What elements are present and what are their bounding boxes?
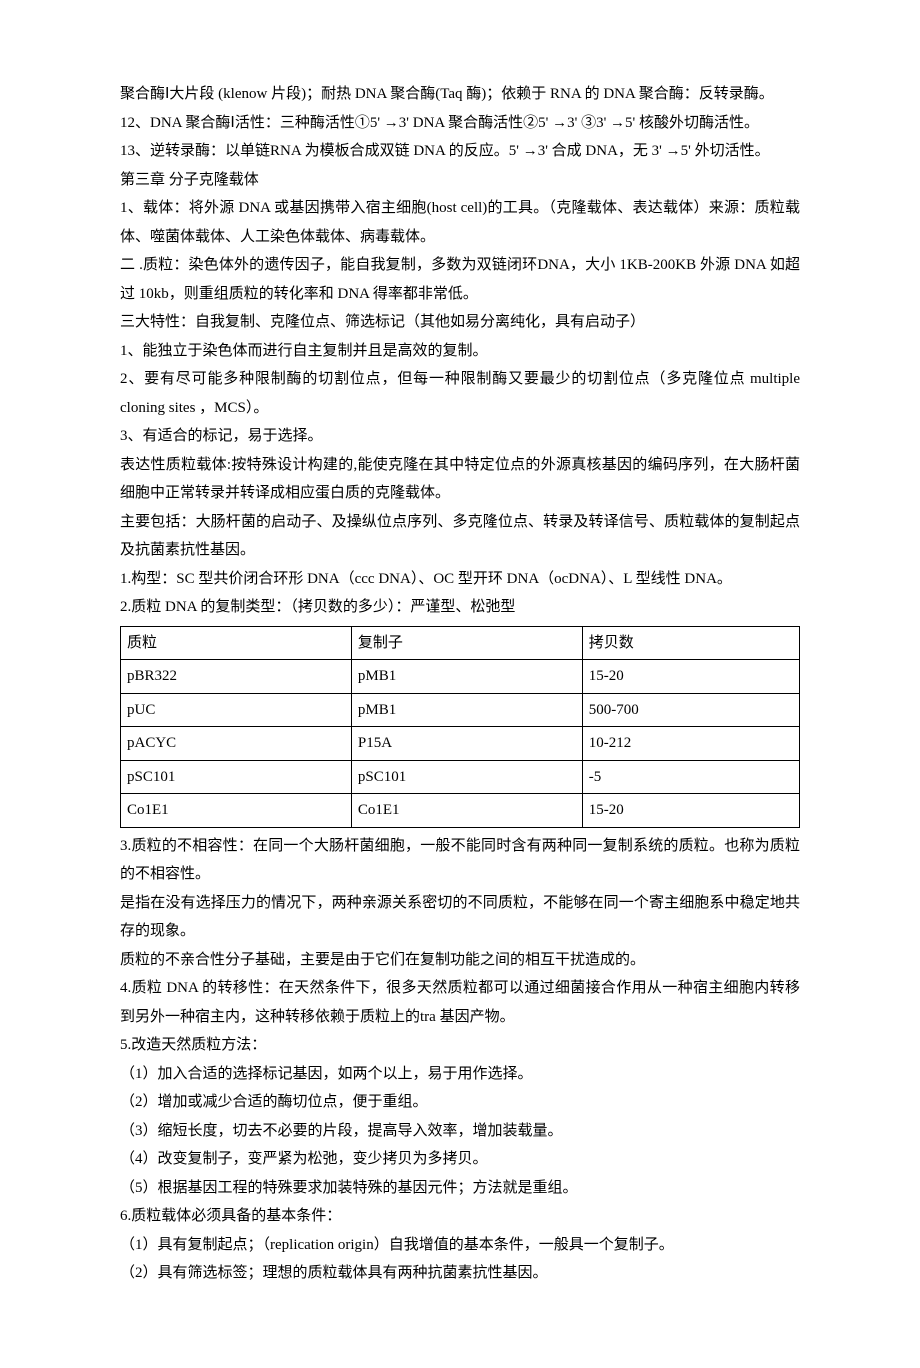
paragraph: 2.质粒 DNA 的复制类型：（拷贝数的多少）：严谨型、松弛型 — [120, 593, 800, 622]
paragraph: （1）加入合适的选择标记基因，如两个以上，易于用作选择。 — [120, 1060, 800, 1089]
paragraph: 1.构型：SC 型共价闭合环形 DNA（ccc DNA）、OC 型开环 DNA（… — [120, 565, 800, 594]
paragraph: 质粒的不亲合性分子基础，主要是由于它们在复制功能之间的相互干扰造成的。 — [120, 946, 800, 975]
paragraph: 12、DNA 聚合酶Ⅰ活性：三种酶活性①5' →3' DNA 聚合酶活性②5' … — [120, 109, 800, 138]
paragraph: 5.改造天然质粒方法： — [120, 1031, 800, 1060]
table-cell: pSC101 — [121, 760, 352, 794]
table-cell: -5 — [582, 760, 799, 794]
paragraph: 2、要有尽可能多种限制酶的切割位点，但每一种限制酶又要最少的切割位点（多克隆位点… — [120, 365, 800, 422]
paragraph: （3）缩短长度，切去不必要的片段，提高导入效率，增加装载量。 — [120, 1117, 800, 1146]
table-cell: 15-20 — [582, 794, 799, 828]
paragraph: 表达性质粒载体:按特殊设计构建的,能使克隆在其中特定位点的外源真核基因的编码序列… — [120, 451, 800, 508]
table-row: pUC pMB1 500-700 — [121, 693, 800, 727]
table-cell: pSC101 — [351, 760, 582, 794]
table-row: pACYC P15A 10-212 — [121, 727, 800, 761]
paragraph: 3.质粒的不相容性：在同一个大肠杆菌细胞，一般不能同时含有两种同一复制系统的质粒… — [120, 832, 800, 889]
paragraph: （2）具有筛选标签；理想的质粒载体具有两种抗菌素抗性基因。 — [120, 1259, 800, 1288]
plasmid-table: 质粒 复制子 拷贝数 pBR322 pMB1 15-20 pUC pMB1 50… — [120, 626, 800, 828]
table-cell: 15-20 — [582, 660, 799, 694]
table-cell: Co1E1 — [121, 794, 352, 828]
paragraph: 是指在没有选择压力的情况下，两种亲源关系密切的不同质粒，不能够在同一个寄主细胞系… — [120, 889, 800, 946]
table-header-cell: 质粒 — [121, 626, 352, 660]
table-row: pSC101 pSC101 -5 — [121, 760, 800, 794]
paragraph: 三大特性：自我复制、克隆位点、筛选标记（其他如易分离纯化，具有启动子） — [120, 308, 800, 337]
table-cell: pBR322 — [121, 660, 352, 694]
paragraph: （4）改变复制子，变严紧为松弛，变少拷贝为多拷贝。 — [120, 1145, 800, 1174]
paragraph: 二 .质粒：染色体外的遗传因子，能自我复制，多数为双链闭环DNA，大小 1KB-… — [120, 251, 800, 308]
paragraph: 聚合酶Ⅰ大片段 (klenow 片段)；耐热 DNA 聚合酶(Taq 酶)；依赖… — [120, 80, 800, 109]
table-header-cell: 复制子 — [351, 626, 582, 660]
paragraph: 4.质粒 DNA 的转移性：在天然条件下，很多天然质粒都可以通过细菌接合作用从一… — [120, 974, 800, 1031]
table-cell: pACYC — [121, 727, 352, 761]
table-cell: pMB1 — [351, 693, 582, 727]
paragraph: 3、有适合的标记，易于选择。 — [120, 422, 800, 451]
paragraph: 6.质粒载体必须具备的基本条件： — [120, 1202, 800, 1231]
paragraph: （1）具有复制起点；（replication origin）自我增值的基本条件，… — [120, 1231, 800, 1260]
paragraph: 主要包括：大肠杆菌的启动子、及操纵位点序列、多克隆位点、转录及转译信号、质粒载体… — [120, 508, 800, 565]
paragraphs-after-table: 3.质粒的不相容性：在同一个大肠杆菌细胞，一般不能同时含有两种同一复制系统的质粒… — [120, 832, 800, 1288]
paragraph: 13、逆转录酶：以单链RNA 为模板合成双链 DNA 的反应。5' →3' 合成… — [120, 137, 800, 166]
paragraph: （2）增加或减少合适的酶切位点，便于重组。 — [120, 1088, 800, 1117]
table-cell: P15A — [351, 727, 582, 761]
table-row: 质粒 复制子 拷贝数 — [121, 626, 800, 660]
paragraphs-before-table: 聚合酶Ⅰ大片段 (klenow 片段)；耐热 DNA 聚合酶(Taq 酶)；依赖… — [120, 80, 800, 622]
paragraph: 1、能独立于染色体而进行自主复制并且是高效的复制。 — [120, 337, 800, 366]
paragraph: 1、载体：将外源 DNA 或基因携带入宿主细胞(host cell)的工具。（克… — [120, 194, 800, 251]
table-row: pBR322 pMB1 15-20 — [121, 660, 800, 694]
table-cell: pMB1 — [351, 660, 582, 694]
paragraph: （5）根据基因工程的特殊要求加装特殊的基因元件；方法就是重组。 — [120, 1174, 800, 1203]
table-cell: 10-212 — [582, 727, 799, 761]
table-header-cell: 拷贝数 — [582, 626, 799, 660]
document-page: 聚合酶Ⅰ大片段 (klenow 片段)；耐热 DNA 聚合酶(Taq 酶)；依赖… — [0, 0, 920, 1368]
table-row: Co1E1 Co1E1 15-20 — [121, 794, 800, 828]
table-cell: Co1E1 — [351, 794, 582, 828]
table-cell: 500-700 — [582, 693, 799, 727]
table-cell: pUC — [121, 693, 352, 727]
paragraph: 第三章 分子克隆载体 — [120, 166, 800, 195]
